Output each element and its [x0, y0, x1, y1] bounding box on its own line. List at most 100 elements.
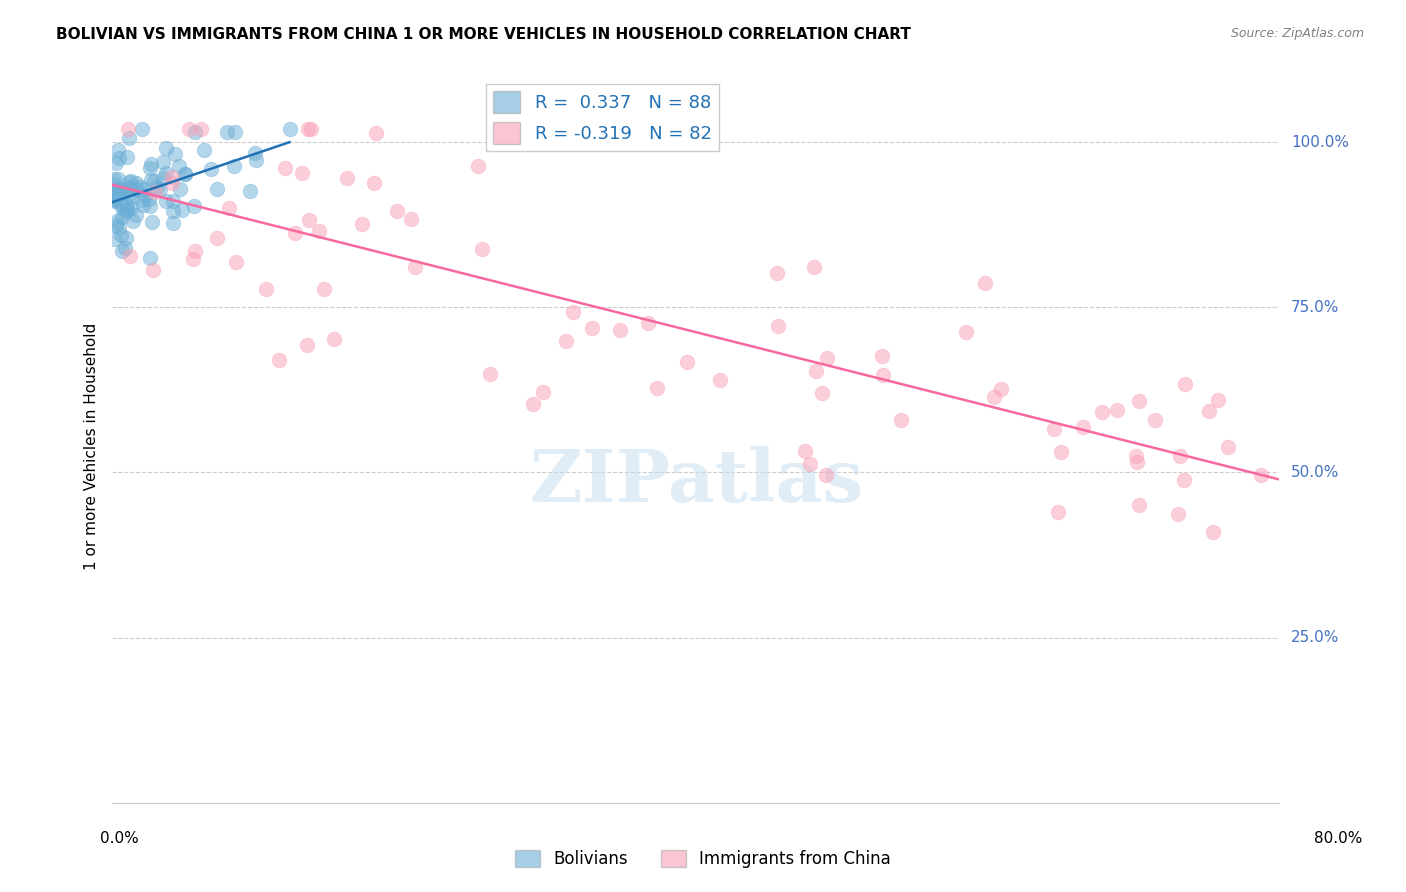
Point [115, 202, 138, 217]
Point [103, 178, 125, 193]
Point [273, 161, 295, 175]
Point [239, 184, 262, 198]
Point [1047, 505, 1070, 519]
Point [218, 201, 240, 215]
Point [298, 213, 321, 227]
Point [117, 131, 139, 145]
Point [115, 203, 138, 218]
Point [162, 194, 184, 209]
Text: 75.0%: 75.0% [1291, 300, 1340, 315]
Point [104, 194, 127, 208]
Point [323, 332, 346, 346]
Point [117, 187, 139, 202]
Point [581, 320, 603, 334]
Point [205, 182, 228, 196]
Point [870, 349, 893, 363]
Point [114, 241, 136, 255]
Point [138, 192, 160, 206]
Legend: R =  0.337   N = 88, R = -0.319   N = 82: R = 0.337 N = 88, R = -0.319 N = 82 [486, 84, 718, 152]
Text: 80.0%: 80.0% [1315, 831, 1362, 846]
Point [141, 215, 163, 229]
Point [284, 226, 307, 240]
Point [207, 231, 229, 245]
Point [1144, 412, 1167, 426]
Point [955, 325, 977, 339]
Point [1050, 445, 1073, 459]
Point [152, 171, 174, 186]
Point [111, 244, 134, 258]
Point [174, 167, 197, 181]
Point [243, 146, 266, 161]
Point [1105, 403, 1128, 417]
Point [810, 386, 832, 401]
Point [120, 174, 142, 188]
Point [471, 243, 494, 257]
Point [1128, 394, 1150, 409]
Point [295, 338, 318, 352]
Point [522, 397, 544, 411]
Point [118, 249, 141, 263]
Point [299, 121, 322, 136]
Point [561, 305, 583, 319]
Point [117, 182, 139, 196]
Point [121, 213, 143, 227]
Point [245, 153, 267, 167]
Point [107, 143, 129, 157]
Point [127, 183, 149, 197]
Point [890, 413, 912, 427]
Point [138, 161, 160, 175]
Point [152, 155, 174, 169]
Point [225, 255, 247, 269]
Point [139, 157, 162, 171]
Point [516, 121, 538, 136]
Point [531, 384, 554, 399]
Point [1173, 376, 1195, 391]
Point [1208, 393, 1230, 408]
Point [108, 151, 131, 165]
Point [103, 187, 125, 202]
Point [990, 382, 1012, 396]
Point [173, 167, 195, 181]
Point [765, 266, 787, 280]
Point [555, 334, 578, 349]
Point [142, 263, 165, 277]
Point [1250, 468, 1272, 483]
Point [105, 156, 128, 170]
Text: 0.0%: 0.0% [100, 831, 139, 846]
Point [134, 188, 156, 202]
Point [117, 150, 139, 164]
Point [104, 186, 127, 200]
Legend: Bolivians, Immigrants from China: Bolivians, Immigrants from China [508, 843, 898, 875]
Point [124, 208, 146, 222]
Point [804, 364, 827, 378]
Point [139, 251, 162, 265]
Point [336, 171, 359, 186]
Point [1091, 405, 1114, 419]
Point [1168, 449, 1191, 463]
Point [224, 125, 246, 139]
Point [193, 143, 215, 157]
Point [146, 179, 169, 194]
Point [103, 192, 125, 206]
Point [609, 322, 631, 336]
Point [107, 220, 129, 235]
Point [314, 282, 336, 296]
Point [366, 126, 388, 140]
Point [1128, 498, 1150, 512]
Point [117, 198, 139, 212]
Point [399, 212, 422, 227]
Point [269, 353, 291, 368]
Point [139, 198, 162, 212]
Point [297, 121, 319, 136]
Text: 25.0%: 25.0% [1291, 630, 1340, 645]
Point [148, 182, 170, 196]
Point [167, 159, 190, 173]
Point [103, 232, 125, 246]
Point [645, 381, 668, 395]
Point [117, 179, 139, 194]
Point [110, 182, 132, 196]
Point [129, 180, 152, 194]
Point [107, 172, 129, 186]
Point [222, 159, 245, 173]
Point [155, 141, 177, 155]
